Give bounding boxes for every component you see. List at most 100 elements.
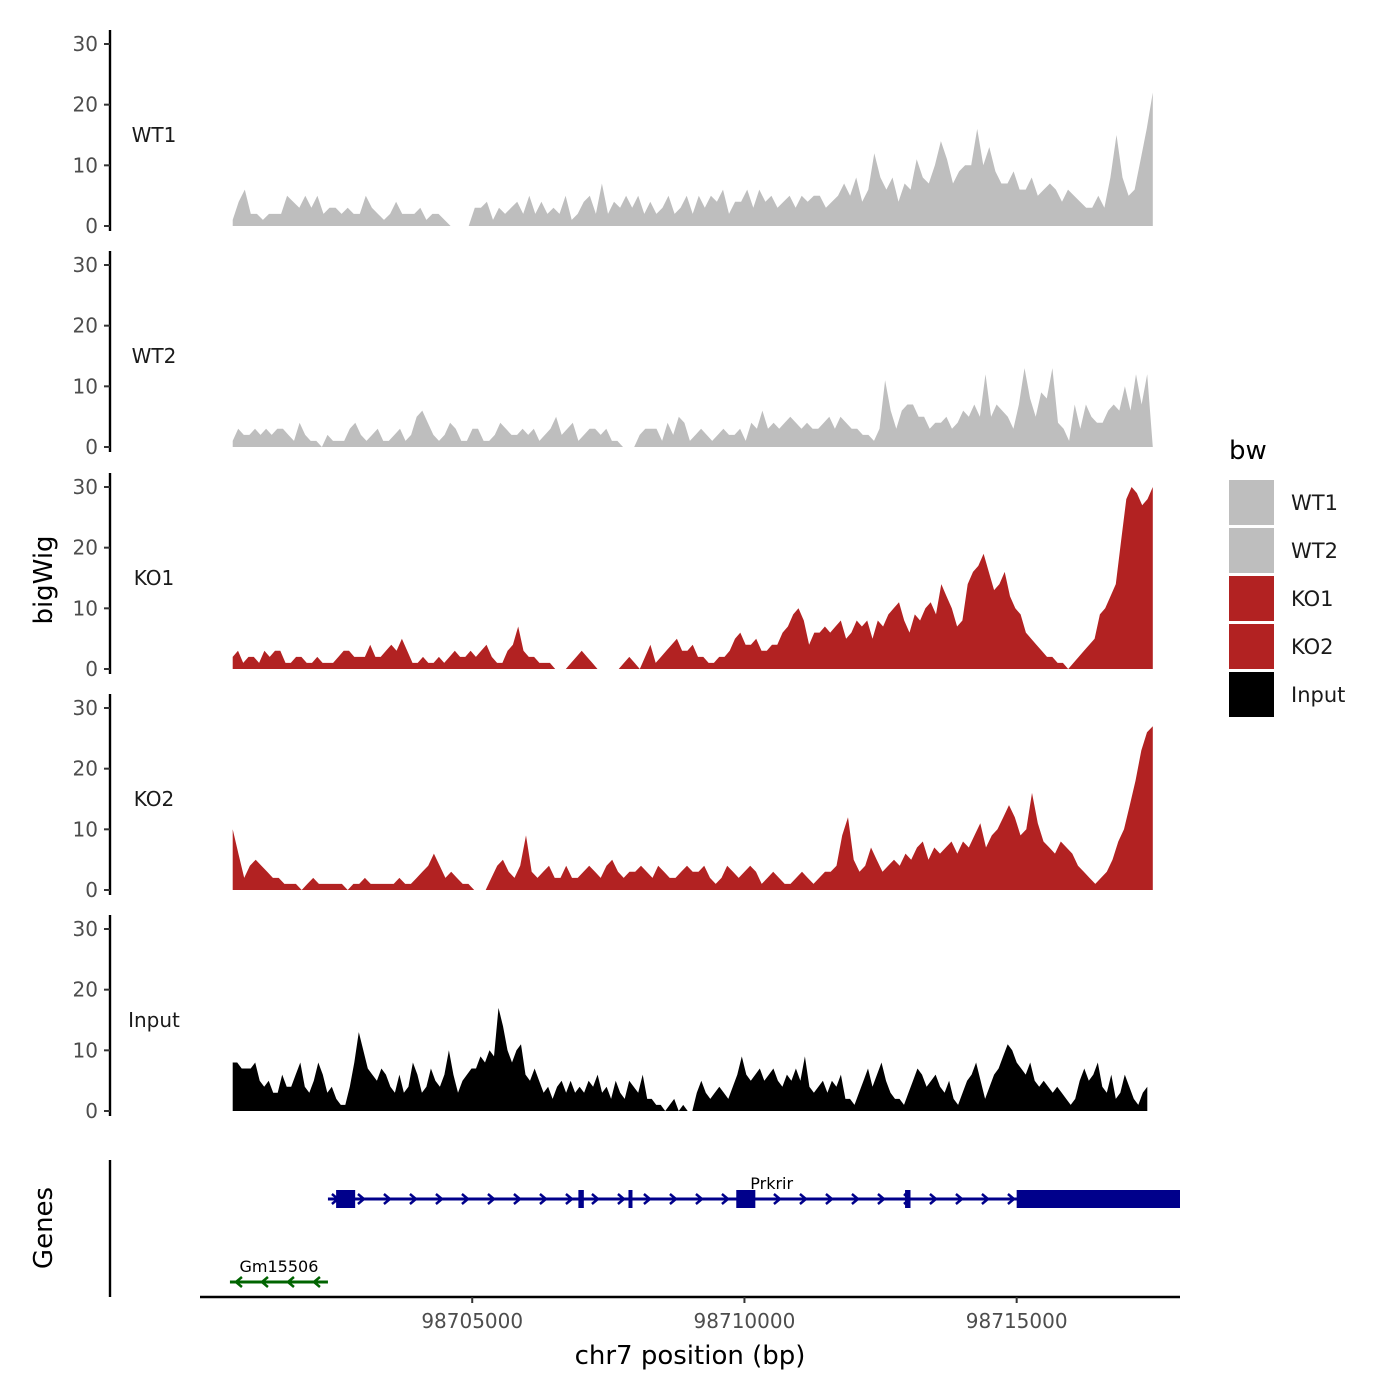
y-tick-label: 20 <box>73 314 98 338</box>
gene-label: Gm15506 <box>239 1257 318 1276</box>
y-tick-label: 30 <box>73 917 98 941</box>
y-tick-label: 30 <box>73 32 98 56</box>
strand-arrow <box>409 1193 418 1205</box>
gene-exon <box>736 1190 756 1208</box>
strand-arrow <box>591 1193 600 1205</box>
area-ko1 <box>232 487 1153 669</box>
y-tick-label: 20 <box>73 978 98 1002</box>
strand-arrow <box>565 1193 574 1205</box>
legend-label: WT2 <box>1291 539 1338 563</box>
track-label: KO2 <box>134 787 175 811</box>
strand-arrow <box>799 1193 808 1205</box>
strand-arrow <box>487 1193 496 1205</box>
gene-exon <box>578 1190 584 1208</box>
legend-item-input: Input <box>1229 672 1345 717</box>
strand-arrow <box>877 1193 886 1205</box>
y-tick-label: 10 <box>73 1038 98 1062</box>
strand-arrow <box>259 1276 269 1288</box>
gene-exon <box>628 1190 633 1208</box>
strand-arrow <box>695 1193 704 1205</box>
y-tick-label: 30 <box>73 475 98 499</box>
strand-arrow <box>357 1193 366 1205</box>
track-label: WT1 <box>132 123 177 147</box>
bigwig-tracks: 0 10 20 30 WT1 0 10 20 30 WT2 0 10 20 30 KO1 0 10 20 30 KO2… <box>73 30 1153 1123</box>
y-tick-label: 0 <box>85 435 98 459</box>
strand-arrow <box>233 1276 243 1288</box>
legend-item-ko1: KO1 <box>1229 576 1334 621</box>
strand-arrow <box>617 1193 626 1205</box>
y-tick-label: 30 <box>73 253 98 277</box>
legend-item-wt1: WT1 <box>1229 480 1338 525</box>
y-tick-label: 0 <box>85 1099 98 1123</box>
legend-label: KO2 <box>1291 635 1334 659</box>
strand-arrow <box>981 1193 990 1205</box>
gene-gm15506: Gm15506 <box>229 1257 328 1288</box>
track-label: WT2 <box>132 344 177 368</box>
y-tick-label: 10 <box>73 153 98 177</box>
x-tick-label: 98715000 <box>966 1309 1068 1333</box>
strand-arrow <box>461 1193 470 1205</box>
legend-label: KO1 <box>1291 587 1334 611</box>
x-tick-label: 98710000 <box>694 1309 796 1333</box>
y-tick-label: 10 <box>73 596 98 620</box>
gene-exon <box>336 1190 356 1208</box>
strand-arrow <box>721 1193 730 1205</box>
strand-arrow <box>1007 1193 1016 1205</box>
track-wt2: 0 10 20 30 WT2 <box>73 251 1153 459</box>
x-axis-title: chr7 position (bp) <box>575 1341 806 1371</box>
legend-label: Input <box>1291 683 1345 707</box>
area-ko2 <box>232 726 1153 890</box>
strand-arrow <box>435 1193 444 1205</box>
strand-arrow <box>643 1193 652 1205</box>
y-tick-label: 30 <box>73 696 98 720</box>
y-tick-label: 10 <box>73 817 98 841</box>
x-axis: 98705000 98710000 98715000 <box>200 1295 1180 1333</box>
gene-exon <box>905 1190 911 1208</box>
legend-item-ko2: KO2 <box>1229 624 1334 669</box>
legend-label: WT1 <box>1291 491 1338 515</box>
y-tick-label: 0 <box>85 214 98 238</box>
strand-arrow <box>825 1193 834 1205</box>
strand-arrow <box>285 1276 295 1288</box>
legend-swatch <box>1229 576 1274 621</box>
strand-arrow <box>851 1193 860 1205</box>
strand-arrow <box>311 1276 321 1288</box>
x-tick-label: 98705000 <box>421 1309 523 1333</box>
y-tick-label: 0 <box>85 878 98 902</box>
strand-arrow <box>669 1193 678 1205</box>
legend-title: bw <box>1229 436 1267 466</box>
track-ko1: 0 10 20 30 KO1 <box>73 473 1153 681</box>
legend: bw WT1 WT2 KO1 KO2 Input <box>1229 436 1345 717</box>
legend-item-wt2: WT2 <box>1229 528 1338 573</box>
track-ko2: 0 10 20 30 KO2 <box>73 694 1153 902</box>
track-wt1: 0 10 20 30 WT1 <box>73 30 1153 238</box>
y-tick-label: 0 <box>85 657 98 681</box>
genes-axis-title: Genes <box>29 1187 59 1269</box>
y-tick-label: 20 <box>73 93 98 117</box>
strand-arrow <box>955 1193 964 1205</box>
area-wt2 <box>232 368 1153 447</box>
y-tick-label: 20 <box>73 536 98 560</box>
gene-label: Prkrir <box>750 1174 793 1193</box>
y-tick-label: 10 <box>73 374 98 398</box>
genes-panel: Gm15506 Prkrir <box>108 1160 1180 1297</box>
gene-exon <box>1016 1190 1180 1208</box>
y-axis-title: bigWig <box>29 535 59 624</box>
area-wt1 <box>232 92 1153 226</box>
legend-swatch <box>1229 624 1274 669</box>
strand-arrow <box>773 1193 782 1205</box>
gene-prkrir: Prkrir <box>327 1174 1180 1208</box>
strand-arrow <box>383 1193 392 1205</box>
legend-swatch <box>1229 480 1274 525</box>
strand-arrow <box>929 1193 938 1205</box>
strand-arrow <box>539 1193 548 1205</box>
track-input: 0 10 20 30 Input <box>73 915 1148 1123</box>
track-label: Input <box>128 1008 180 1032</box>
area-input <box>232 1007 1148 1111</box>
y-tick-label: 20 <box>73 757 98 781</box>
track-label: KO1 <box>134 566 175 590</box>
legend-swatch <box>1229 672 1274 717</box>
strand-arrow <box>513 1193 522 1205</box>
legend-swatch <box>1229 528 1274 573</box>
